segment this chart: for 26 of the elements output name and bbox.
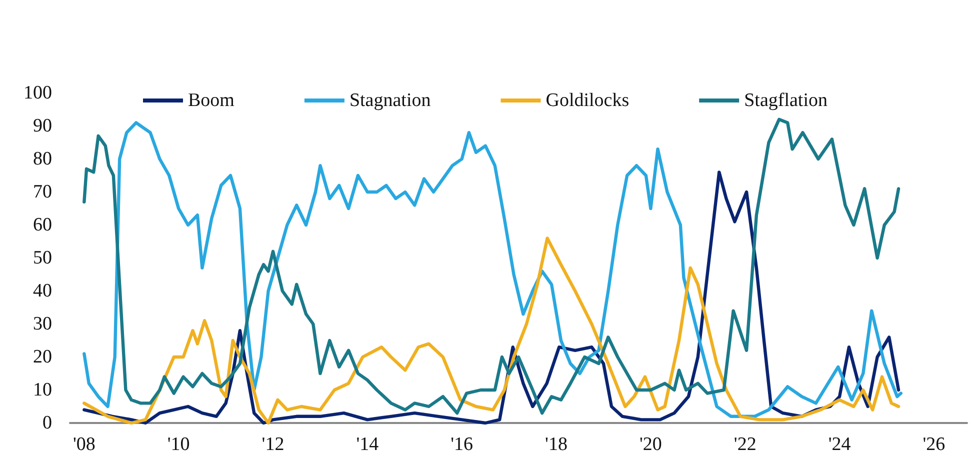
y-tick-label: 60	[33, 214, 52, 236]
x-tick-label: '10	[167, 434, 190, 455]
y-tick-label: 80	[33, 148, 52, 170]
line-series	[82, 236, 900, 425]
x-tick-label: '08	[72, 434, 96, 455]
y-tick-label: 70	[33, 182, 52, 202]
y-tick-label: 40	[33, 280, 52, 302]
y-tick-label: 0	[42, 412, 52, 434]
x-tick-label: '18	[545, 434, 568, 455]
legend-label: Goldilocks	[546, 90, 630, 111]
y-tick-label: 90	[33, 116, 52, 136]
x-tick-label: '20	[639, 434, 662, 455]
y-tick-label: 100	[24, 82, 52, 104]
legend-label: Stagnation	[349, 90, 432, 111]
x-tick-label: '14	[356, 434, 380, 455]
x-tick-label: '12	[262, 434, 284, 455]
x-tick-label: '24	[828, 434, 852, 455]
y-tick-label: 30	[33, 314, 52, 334]
y-tick-label: 50	[33, 248, 52, 268]
legend-label: Stagflation	[744, 90, 828, 111]
y-tick-label: 20	[33, 346, 52, 368]
x-tick-label: '26	[922, 434, 946, 455]
x-tick-label: '22	[734, 434, 756, 455]
legend-label: Boom	[188, 90, 235, 111]
y-tick-label: 10	[33, 380, 52, 400]
x-tick-label: '16	[450, 434, 474, 455]
